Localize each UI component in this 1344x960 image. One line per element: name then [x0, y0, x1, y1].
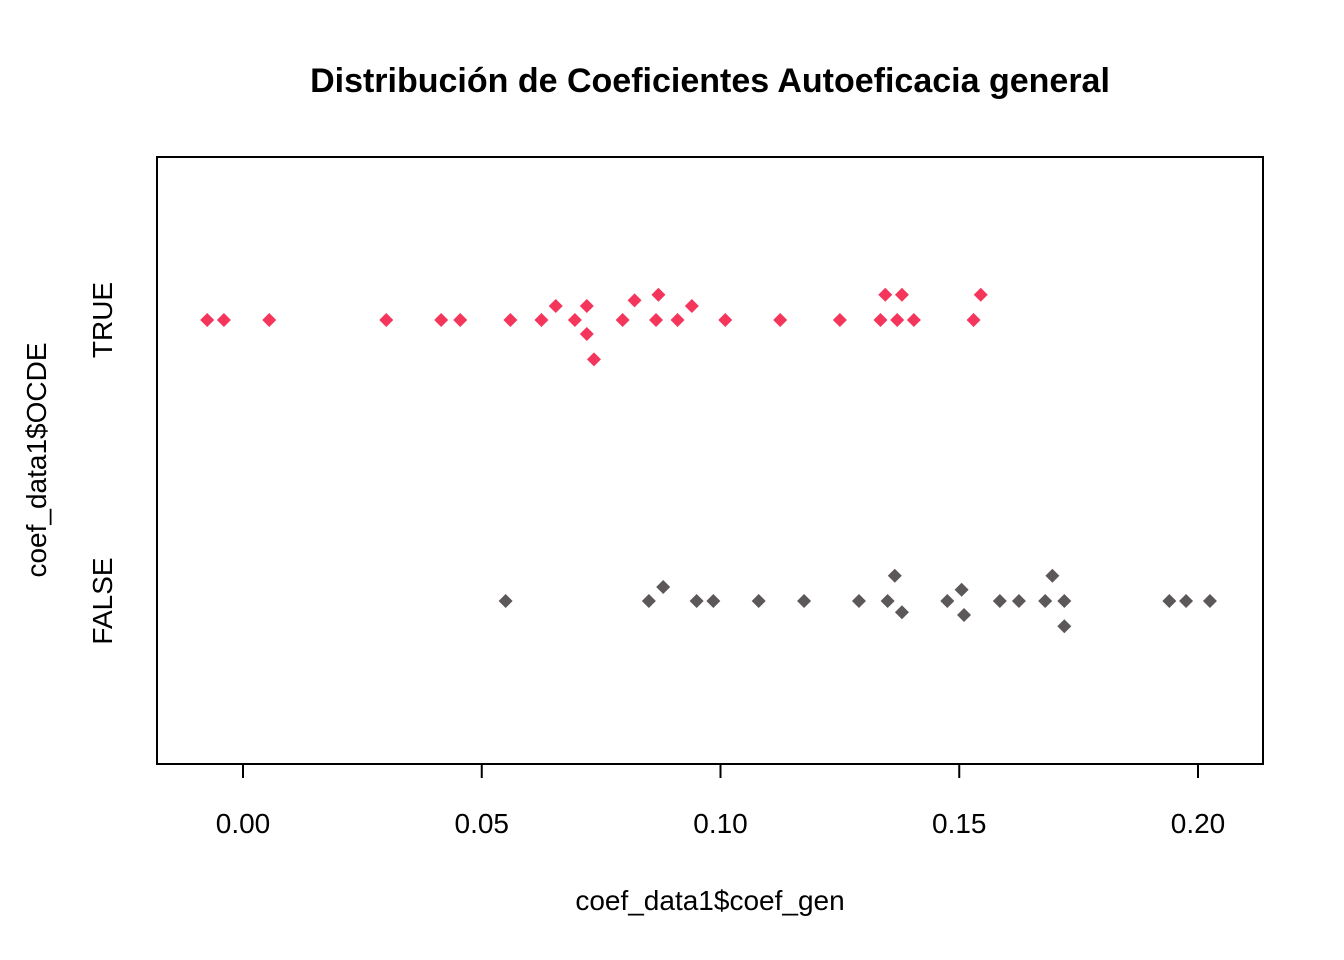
point-false	[880, 594, 895, 608]
point-false	[957, 608, 972, 623]
point-true	[627, 293, 642, 308]
point-true	[200, 313, 215, 327]
y-axis-label: coef_data1$OCDE	[21, 342, 52, 577]
x-tick-label: 0.00	[216, 808, 271, 839]
point-false	[1179, 594, 1194, 608]
point-true	[973, 287, 988, 302]
plot-frame	[156, 156, 1264, 765]
x-tick-label: 0.15	[932, 808, 987, 839]
point-false	[1057, 594, 1072, 608]
point-false	[706, 594, 721, 608]
x-axis-label: coef_data1$coef_gen	[575, 885, 844, 916]
x-tick-label: 0.05	[455, 808, 510, 839]
point-false	[751, 594, 766, 608]
point-true	[579, 327, 594, 342]
point-false	[797, 594, 812, 608]
point-false	[498, 594, 513, 608]
point-true	[579, 298, 594, 313]
point-true	[878, 287, 893, 302]
point-true	[718, 313, 733, 327]
point-false	[887, 568, 902, 583]
point-true	[832, 313, 847, 327]
point-true	[262, 313, 277, 327]
point-false	[851, 594, 866, 608]
point-false	[1045, 568, 1060, 583]
point-false	[940, 594, 955, 608]
point-true	[434, 313, 449, 327]
x-tick-label: 0.20	[1171, 808, 1226, 839]
point-false	[1011, 594, 1026, 608]
y-category-label-true: TRUE	[87, 282, 118, 358]
point-true	[649, 313, 664, 327]
point-true	[503, 313, 518, 327]
point-true	[773, 313, 788, 327]
point-true	[651, 287, 666, 302]
point-false	[1038, 594, 1053, 608]
point-false	[992, 594, 1007, 608]
point-true	[684, 298, 699, 313]
point-false	[689, 594, 704, 608]
point-false	[641, 594, 656, 608]
point-true	[890, 313, 905, 327]
point-false	[894, 605, 909, 620]
point-true	[615, 313, 630, 327]
point-true	[894, 287, 909, 302]
point-true	[216, 313, 231, 327]
point-false	[1057, 619, 1072, 634]
point-true	[586, 352, 601, 367]
point-true	[567, 313, 582, 327]
point-true	[670, 313, 685, 327]
point-true	[873, 313, 888, 327]
point-true	[906, 313, 921, 327]
data-points	[200, 287, 1217, 634]
y-category-label-false: FALSE	[87, 557, 118, 644]
point-false	[1202, 594, 1217, 608]
x-axis: 0.00 0.05 0.10 0.15 0.20	[216, 763, 1226, 839]
point-true	[966, 313, 981, 327]
point-true	[453, 313, 468, 327]
point-false	[656, 579, 671, 594]
point-true	[548, 298, 563, 313]
point-true	[379, 313, 394, 327]
chart-title: Distribución de Coeficientes Autoeficaci…	[310, 62, 1110, 100]
point-false	[1162, 594, 1177, 608]
x-tick-label: 0.10	[693, 808, 748, 839]
point-true	[534, 313, 549, 327]
y-axis: FALSE TRUE	[87, 282, 118, 645]
point-false	[954, 582, 969, 597]
